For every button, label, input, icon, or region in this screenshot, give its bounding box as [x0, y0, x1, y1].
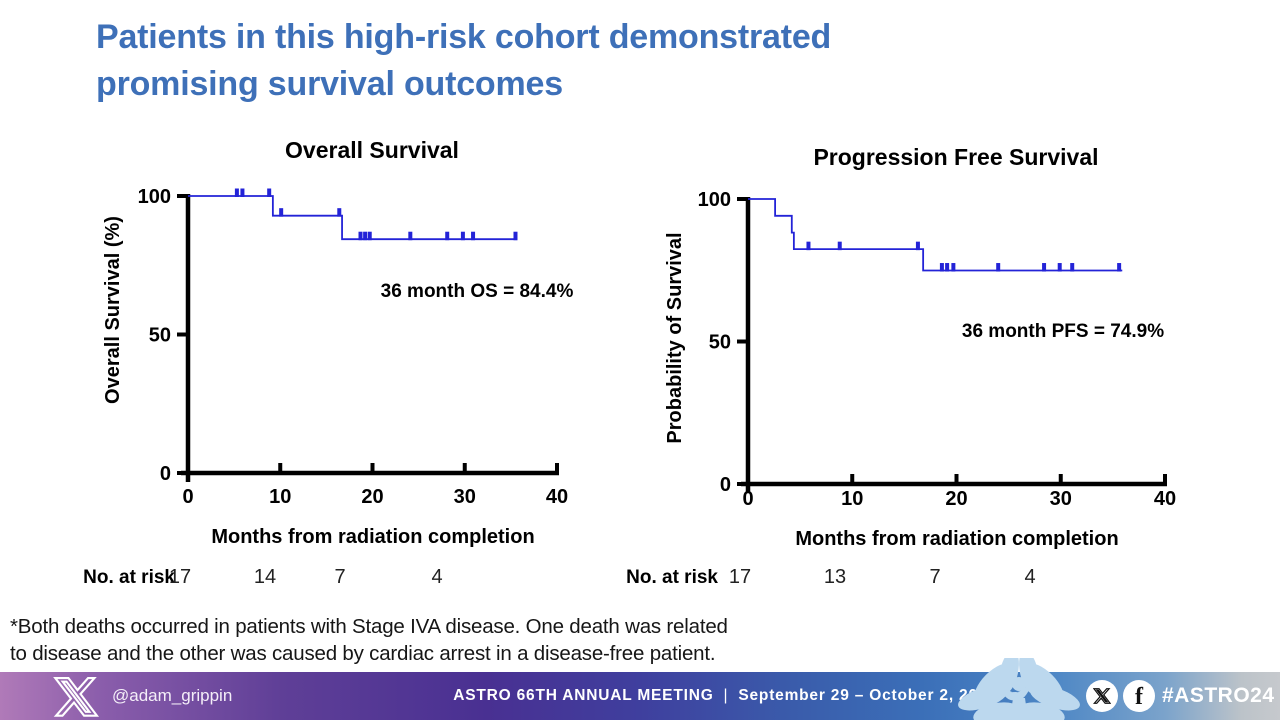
at-risk-value: 17 [169, 566, 191, 588]
x-tick-label: 30 [1050, 488, 1072, 510]
x-tick-label: 10 [269, 486, 291, 508]
y-axis-label: Overall Survival (%) [102, 216, 124, 404]
slide-title-line2: promising survival outcomes [96, 65, 563, 103]
censor-mark [279, 208, 284, 217]
chart-title: Overall Survival [285, 137, 459, 163]
censor-mark [471, 231, 476, 241]
censor-mark [1042, 263, 1047, 272]
twitter-handle: @adam_grippin [112, 686, 233, 705]
x-tick-label: 20 [945, 488, 967, 510]
censor-mark [1070, 263, 1075, 272]
censor-mark [915, 241, 920, 251]
facebook-f-glyph: f [1135, 683, 1143, 710]
censor-mark [358, 231, 363, 241]
censor-mark [837, 241, 842, 251]
km-curve [188, 195, 518, 241]
x-tick-label: 40 [546, 486, 568, 508]
footnote-line2: to disease and the other was caused by c… [10, 641, 716, 665]
censor-mark [445, 231, 450, 241]
progression-free-survival-chart: Progression Free Survival Probability of … [595, 128, 1220, 598]
y-tick-label: 50 [149, 325, 171, 347]
progression-free-survival-plot: Progression Free Survival Probability of … [626, 144, 1176, 588]
at-risk-value: 13 [824, 566, 846, 588]
overall-survival-chart: Overall Survival Overall Survival (%) Mont… [55, 128, 600, 598]
footnote-line1: *Both deaths occurred in patients with S… [10, 615, 728, 638]
censor-mark [408, 231, 413, 241]
meeting-name: ASTRO 66TH ANNUAL MEETING [453, 687, 714, 704]
at-risk-label: No. at risk [83, 567, 175, 588]
censor-mark [1117, 263, 1122, 272]
km-curve [748, 198, 1123, 272]
x-tick-label: 0 [182, 486, 193, 508]
slide-title: Patients in this high-risk cohort demons… [96, 14, 831, 108]
footer-meeting-line: ASTRO 66TH ANNUAL MEETING | September 29 –… [453, 687, 996, 705]
at-risk-value: 14 [254, 566, 276, 588]
x-tick-label: 30 [454, 486, 476, 508]
x-social-icon [1086, 680, 1118, 712]
y-tick-label: 100 [698, 189, 731, 211]
y-tick-label: 0 [160, 463, 171, 485]
meeting-dates: September 29 – October 2, 2024 [738, 687, 997, 704]
overall-survival-plot: Overall Survival Overall Survival (%) Mont… [83, 137, 574, 588]
y-tick-label: 50 [709, 332, 731, 354]
x-logo-outline-icon [53, 676, 100, 717]
censor-mark [234, 188, 239, 197]
astro-flower-logo-icon [958, 658, 1080, 720]
footer-separator: | [723, 687, 729, 704]
censor-mark [939, 263, 944, 272]
x-tick-label: 20 [361, 486, 383, 508]
survival-annotation: 36 month OS = 84.4% [381, 281, 574, 302]
censor-mark [460, 231, 465, 241]
at-risk-value: 7 [929, 566, 940, 588]
censor-mark [945, 263, 950, 272]
y-axis-label: Probability of Survival [664, 232, 686, 443]
y-tick-label: 0 [720, 474, 731, 496]
chart-title: Progression Free Survival [813, 144, 1098, 170]
censor-mark [806, 241, 811, 251]
censor-mark [367, 231, 372, 241]
x-tick-label: 0 [742, 488, 753, 510]
slide-title-line1: Patients in this high-risk cohort demons… [96, 18, 832, 56]
y-tick-label: 100 [138, 186, 171, 208]
censor-mark [996, 263, 1001, 272]
survival-annotation: 36 month PFS = 74.9% [962, 321, 1164, 342]
censor-mark [951, 263, 956, 272]
x-axis-label: Months from radiation completion [211, 526, 534, 548]
at-risk-value: 4 [431, 566, 442, 588]
at-risk-value: 4 [1024, 566, 1035, 588]
facebook-social-icon: f [1123, 680, 1155, 712]
event-hashtag: #ASTRO24 [1162, 684, 1275, 707]
at-risk-value: 17 [729, 566, 751, 588]
censor-mark [1057, 263, 1062, 272]
x-tick-label: 10 [841, 488, 863, 510]
x-axis-label: Months from radiation completion [795, 528, 1118, 550]
censor-mark [513, 231, 518, 241]
at-risk-label: No. at risk [626, 567, 718, 588]
x-tick-label: 40 [1154, 488, 1176, 510]
censor-mark [240, 188, 245, 197]
footnote: *Both deaths occurred in patients with S… [10, 614, 728, 667]
at-risk-value: 7 [334, 566, 345, 588]
censor-mark [337, 208, 342, 217]
censor-mark [363, 231, 368, 241]
censor-mark [267, 188, 272, 197]
